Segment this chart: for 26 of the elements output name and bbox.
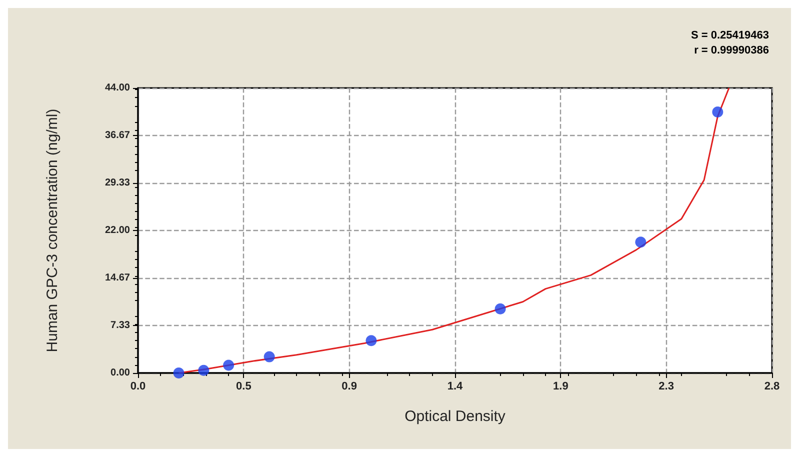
x-tick-label: 2.3 xyxy=(658,380,674,392)
y-tick-label: 29.33 xyxy=(104,178,130,188)
y-tick-label: 14.67 xyxy=(104,272,130,284)
x-tick-label: 0.0 xyxy=(130,380,146,392)
x-tick-label: 1.9 xyxy=(553,380,568,392)
x-axis-title: Optical Density xyxy=(404,408,506,425)
y-tick-label: 44.00 xyxy=(104,82,130,94)
point xyxy=(635,236,646,248)
point xyxy=(198,364,210,376)
point xyxy=(223,360,234,371)
y-tick-label: 22.00 xyxy=(104,225,130,236)
x-tick-label: 1.4 xyxy=(447,380,464,392)
x-tick-label: 0.9 xyxy=(342,380,357,392)
point xyxy=(173,368,184,378)
x-tick-label: 2.8 xyxy=(764,380,780,392)
y-tick-label: 0.00 xyxy=(110,368,130,378)
point xyxy=(264,351,275,362)
text: S = 0.25419463 xyxy=(691,30,770,42)
y-tick-label: 7.33 xyxy=(110,320,130,331)
x-tick-label: 0.5 xyxy=(236,380,252,392)
point xyxy=(712,106,724,118)
point xyxy=(366,335,377,346)
text: r = 0.99990386 xyxy=(694,44,770,56)
y-axis-title: Human GPC-3 concentration (ng/ml) xyxy=(44,108,61,352)
y-tick-label: 36.67 xyxy=(104,130,130,141)
point xyxy=(494,303,506,314)
